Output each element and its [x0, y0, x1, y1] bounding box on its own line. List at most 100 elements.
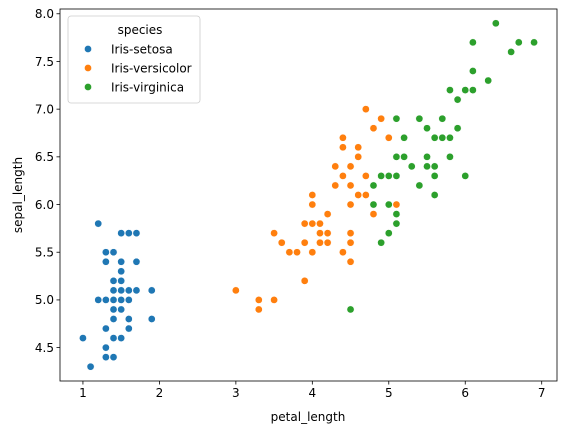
data-point: [507, 48, 515, 56]
data-point: [117, 267, 126, 276]
data-point: [400, 133, 408, 142]
data-point: [147, 286, 156, 295]
data-point: [117, 334, 126, 342]
legend-box: [67, 15, 201, 104]
data-point: [316, 219, 324, 228]
data-point: [362, 105, 370, 114]
data-point: [362, 172, 370, 180]
data-point: [354, 153, 363, 161]
data-point: [461, 172, 470, 180]
data-point: [392, 172, 401, 180]
data-point: [392, 153, 401, 161]
data-point: [94, 296, 103, 304]
data-point: [384, 229, 393, 237]
x-tick-label: 4: [309, 386, 317, 400]
data-point: [323, 238, 332, 247]
data-point: [430, 162, 439, 171]
data-point: [346, 200, 355, 209]
data-point: [323, 229, 332, 237]
data-point: [109, 286, 118, 295]
plot-frame: [59, 8, 558, 382]
data-point: [369, 200, 378, 209]
data-point: [117, 277, 126, 285]
y-axis-ticks: 4.5 5.0 5.5 6.0 6.5 7.0 7.5 8.0: [35, 7, 60, 355]
data-point: [377, 114, 385, 123]
legend-label: Iris-virginica: [111, 80, 184, 94]
data-point: [232, 286, 240, 295]
data-point: [102, 248, 110, 257]
data-point: [109, 248, 118, 257]
data-point: [369, 181, 378, 190]
data-point: [117, 296, 126, 304]
data-point: [293, 248, 301, 257]
x-tick-label: 2: [156, 386, 164, 400]
y-tick-label: 8.0: [35, 7, 54, 21]
data-point: [392, 210, 401, 218]
data-point: [308, 191, 317, 199]
data-point: [132, 286, 141, 295]
data-point: [124, 296, 133, 304]
data-point: [430, 191, 439, 199]
data-point: [369, 210, 378, 218]
data-point: [461, 86, 470, 94]
data-point: [285, 248, 294, 257]
data-point: [331, 181, 340, 190]
data-point: [346, 238, 355, 247]
y-tick-label: 5.5: [35, 246, 54, 260]
data-point: [109, 353, 118, 361]
data-point: [300, 277, 309, 285]
y-tick-label: 7.5: [35, 55, 54, 69]
data-point: [300, 238, 309, 247]
data-point: [109, 296, 118, 304]
data-point: [339, 248, 347, 257]
x-tick-label: 3: [232, 386, 240, 400]
data-point: [400, 153, 408, 161]
data-point: [102, 296, 110, 304]
data-point: [109, 277, 118, 285]
data-point: [102, 324, 110, 333]
data-point: [484, 76, 493, 85]
data-point: [308, 200, 317, 209]
legend-entries: Iris-setosa Iris-versicolor Iris-virginica: [84, 42, 192, 94]
x-axis-ticks: 1 2 3 4 5 6 7: [79, 381, 546, 400]
data-point: [423, 153, 431, 161]
data-point: [117, 305, 126, 314]
points-layer: [79, 19, 538, 371]
data-point: [270, 229, 278, 237]
data-point: [109, 305, 118, 314]
data-point: [308, 219, 317, 228]
data-point: [384, 200, 393, 209]
data-point: [124, 324, 133, 333]
data-point: [254, 305, 263, 314]
data-point: [277, 238, 286, 247]
data-point: [392, 219, 401, 228]
data-point: [270, 296, 278, 304]
y-tick-label: 6.5: [35, 150, 54, 164]
data-point: [453, 124, 462, 133]
data-point: [254, 296, 263, 304]
data-point: [446, 86, 454, 94]
data-point: [117, 257, 126, 266]
legend-label: Iris-versicolor: [111, 61, 192, 75]
x-axis-label: petal_length: [271, 410, 346, 424]
legend-marker: [84, 64, 92, 72]
data-point: [132, 229, 141, 237]
data-point: [362, 191, 370, 199]
data-point: [453, 95, 462, 104]
data-point: [346, 229, 355, 237]
data-point: [132, 257, 141, 266]
legend-label: Iris-setosa: [111, 42, 173, 56]
data-point: [392, 114, 401, 123]
y-tick-label: 7.0: [35, 102, 54, 116]
data-point: [430, 172, 439, 180]
legend-marker: [84, 45, 92, 53]
data-point: [469, 67, 477, 75]
data-point: [491, 19, 500, 28]
data-point: [331, 162, 340, 171]
data-point: [147, 315, 156, 323]
data-point: [346, 305, 355, 314]
data-point: [79, 334, 87, 342]
data-point: [102, 353, 110, 361]
data-point: [124, 315, 133, 323]
